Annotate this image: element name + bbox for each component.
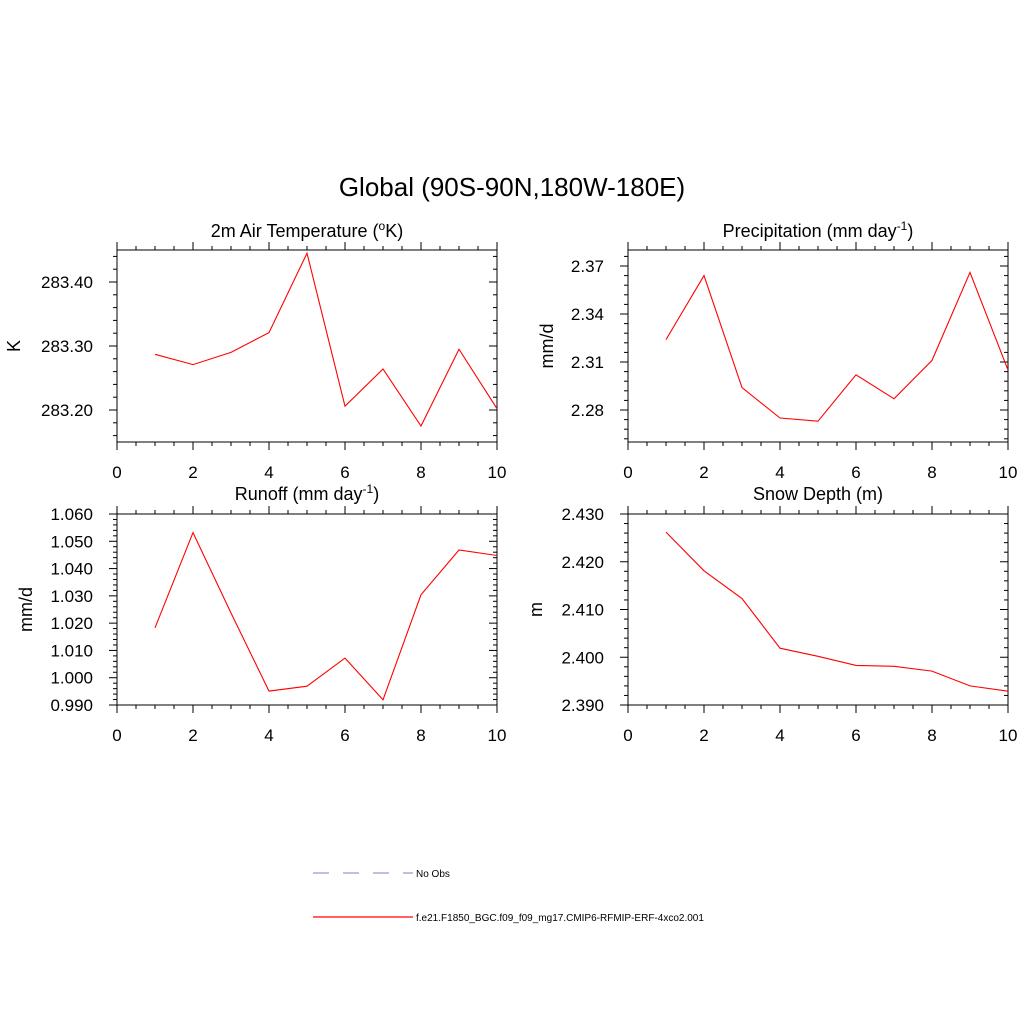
plot-frame <box>627 249 1009 443</box>
y-tick-label: 2.31 <box>571 353 604 372</box>
x-tick-label: 2 <box>699 726 708 745</box>
x-tick-label: 2 <box>188 463 197 482</box>
x-tick-label: 2 <box>699 463 708 482</box>
legend-item-1: f.e21.F1850_BGC.f09_f09_mg17.CMIP6-RFMIP… <box>313 913 704 924</box>
x-tick-label: 6 <box>851 726 860 745</box>
series-line-0 <box>665 531 1008 692</box>
y-tick-label: 283.20 <box>41 401 93 420</box>
x-tick-label: 6 <box>340 463 349 482</box>
y-tick-label: 283.30 <box>41 337 93 356</box>
chart-panel-pr: 0 2 4 6 8 10 2.28 2.31 2.34 2.37 mm/d Precipitation… <box>537 219 1017 482</box>
x-tick-label: 8 <box>416 726 425 745</box>
x-tick-label: 10 <box>488 463 507 482</box>
y-tick-label: 2.430 <box>561 505 604 524</box>
x-tick-label: 0 <box>112 726 121 745</box>
x-tick-label: 10 <box>999 726 1018 745</box>
y-axis-label: mm/d <box>537 324 557 369</box>
legend: No Obs f.e21.F1850_BGC.f09_f09_mg17.CMIP6… <box>313 869 704 924</box>
y-tick-label: 1.040 <box>50 560 93 579</box>
x-tick-label: 6 <box>340 726 349 745</box>
y-tick-label: 1.010 <box>50 641 93 660</box>
x-tick-label: 4 <box>775 726 784 745</box>
y-tick-label: 1.000 <box>50 669 93 688</box>
chart-panel-snowdepth: 0 2 4 6 8 10 2.390 2.400 2.410 2.420 2.430 m Snow De… <box>526 484 1017 745</box>
y-tick-label: 1.030 <box>50 587 93 606</box>
x-tick-label: 0 <box>623 726 632 745</box>
panel-title: Precipitation (mm day-1) <box>723 219 914 241</box>
y-axis-label: mm/d <box>16 587 36 632</box>
y-tick-label: 0.990 <box>50 696 93 715</box>
x-tick-label: 4 <box>775 463 784 482</box>
legend-item-0: No Obs <box>313 869 450 880</box>
y-axis-label: K <box>4 340 24 352</box>
y-tick-label: 1.020 <box>50 614 93 633</box>
y-tick-label: 1.060 <box>50 505 93 524</box>
series-line-0 <box>154 251 497 428</box>
chart-panel-runoff: 0 2 4 6 8 10 0.990 1.000 1.010 1.020 1.030 1.040 1.0… <box>16 482 506 745</box>
y-tick-label: 2.420 <box>561 553 604 572</box>
main-title: Global (90S-90N,180W-180E) <box>339 172 685 202</box>
x-tick-label: 10 <box>488 726 507 745</box>
y-tick-label: 2.410 <box>561 601 604 620</box>
panel-title: Runoff (mm day-1) <box>235 482 379 504</box>
x-tick-label: 8 <box>416 463 425 482</box>
legend-label: No Obs <box>416 869 450 880</box>
y-tick-label: 283.40 <box>41 273 93 292</box>
x-tick-label: 2 <box>188 726 197 745</box>
panel-title: Snow Depth (m) <box>753 484 883 504</box>
x-tick-label: 8 <box>927 463 936 482</box>
series-line-0 <box>665 270 1008 422</box>
series-line-0 <box>154 531 497 701</box>
chart-panel-tas: 0 2 4 6 8 10 283.20 283.30 283.40 K 2m Air Tempera… <box>4 219 506 482</box>
legend-label: f.e21.F1850_BGC.f09_f09_mg17.CMIP6-RFMIP… <box>416 913 704 924</box>
y-tick-label: 1.050 <box>50 532 93 551</box>
plot-frame <box>116 513 498 706</box>
x-tick-label: 6 <box>851 463 860 482</box>
x-tick-label: 10 <box>999 463 1018 482</box>
panel-title: 2m Air Temperature (oK) <box>211 219 403 241</box>
x-tick-label: 0 <box>623 463 632 482</box>
x-tick-label: 8 <box>927 726 936 745</box>
x-tick-label: 0 <box>112 463 121 482</box>
y-axis-label: m <box>526 602 546 617</box>
plot-frame <box>116 249 498 443</box>
y-tick-label: 2.34 <box>571 305 604 324</box>
y-tick-label: 2.28 <box>571 401 604 420</box>
panels: 0 2 4 6 8 10 283.20 283.30 283.40 K 2m Air Tempera… <box>4 219 1017 745</box>
x-tick-label: 4 <box>264 463 273 482</box>
plot-frame <box>627 513 1009 706</box>
y-tick-label: 2.400 <box>561 648 604 667</box>
x-tick-label: 4 <box>264 726 273 745</box>
y-tick-label: 2.37 <box>571 257 604 276</box>
y-tick-label: 2.390 <box>561 696 604 715</box>
